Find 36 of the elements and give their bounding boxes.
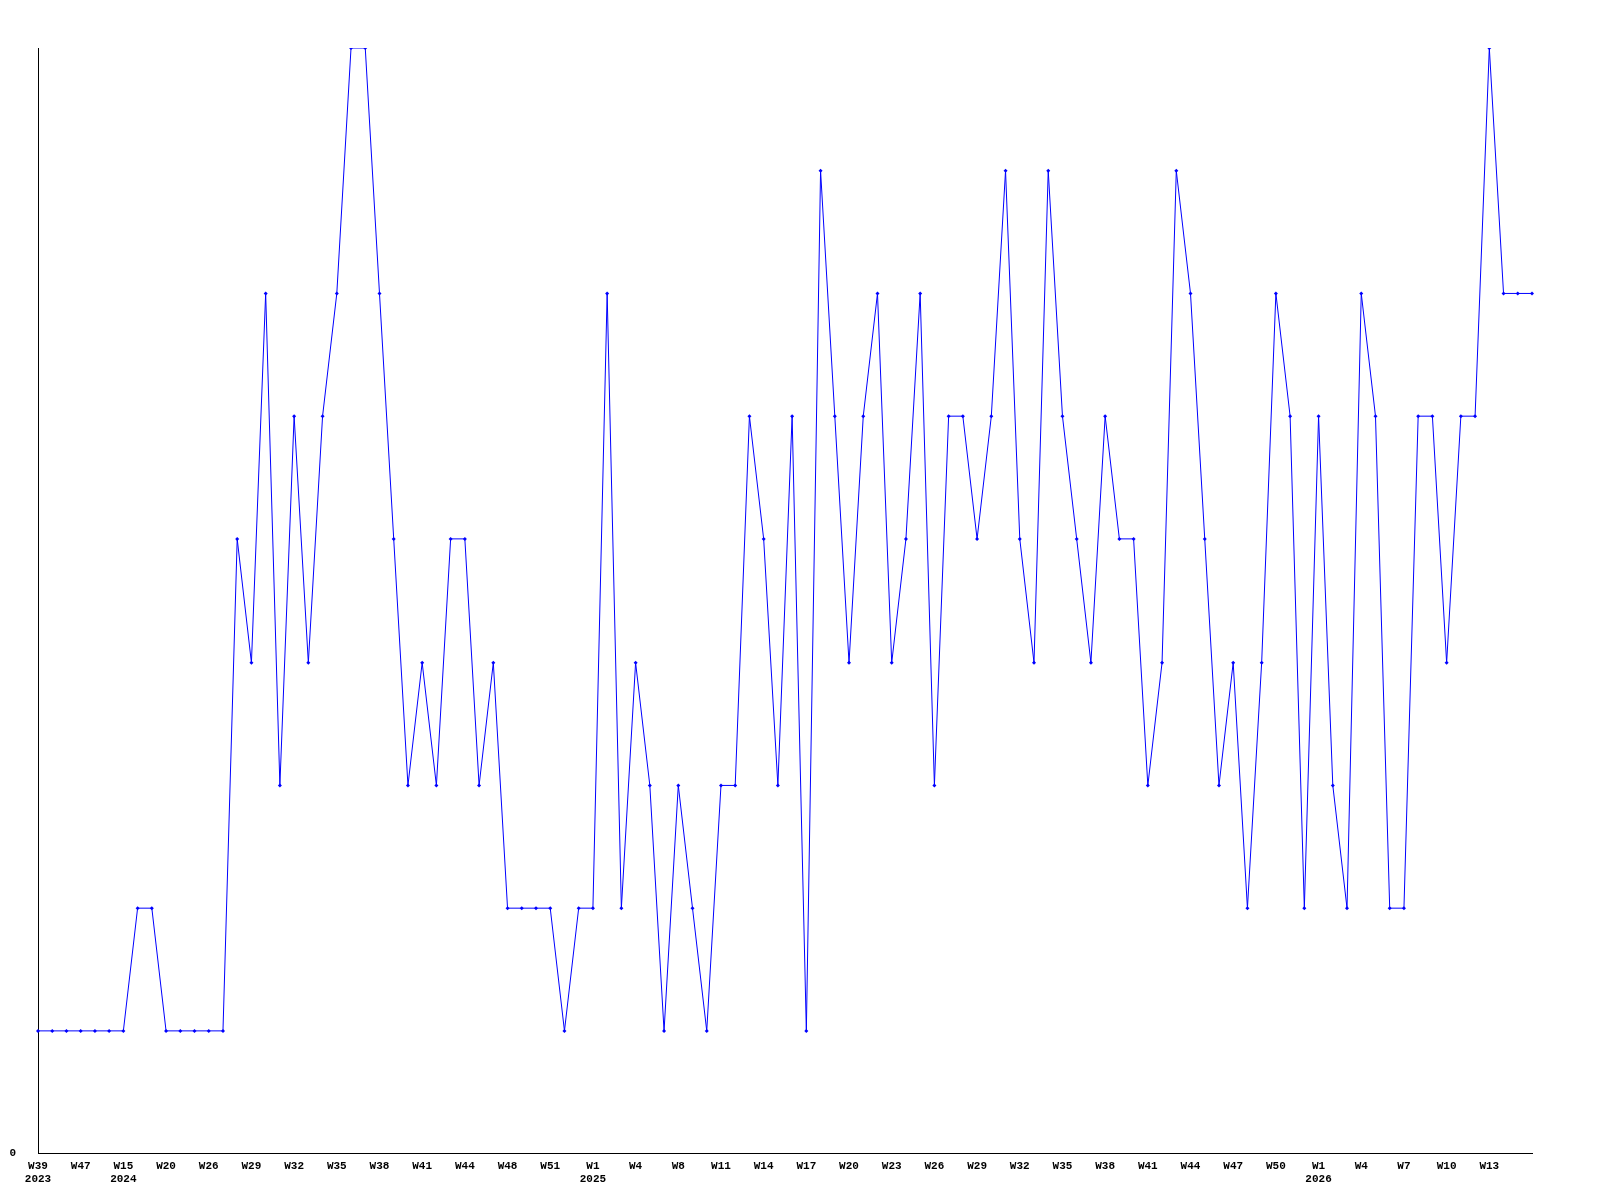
- x-tick-label: W17: [796, 1159, 817, 1172]
- x-tick-label: W39 2023: [24, 1159, 52, 1186]
- x-tick-label: W29: [241, 1159, 262, 1172]
- x-tick-label: W10: [1436, 1159, 1457, 1172]
- x-tick-label: W38: [369, 1159, 390, 1172]
- x-tick-label: W41: [1137, 1159, 1159, 1172]
- x-tick-label: W20: [156, 1159, 176, 1172]
- text: 0: [9, 1147, 16, 1160]
- x-tick-label: W26: [198, 1159, 219, 1172]
- x-tick-label: W14: [753, 1159, 774, 1172]
- x-tick-label: W35: [326, 1159, 348, 1172]
- x-tick-label: W38: [1095, 1159, 1116, 1172]
- x-tick-label: W47: [70, 1159, 91, 1172]
- x-tick-label: W47: [1223, 1159, 1244, 1172]
- x-tick-label: W35: [1052, 1159, 1073, 1172]
- x-tick-label: W32: [284, 1159, 305, 1172]
- x-tick-label: W26: [924, 1159, 945, 1172]
- x-tick-label: W50: [1265, 1159, 1286, 1172]
- x-tick-label: W11: [711, 1159, 732, 1172]
- x-tick-label: W23: [881, 1159, 903, 1172]
- x-tick-label: W4: [629, 1159, 643, 1172]
- x-tick-label: W48: [497, 1159, 518, 1172]
- x-tick-label: W20: [839, 1159, 859, 1172]
- x-tick-label: W29: [967, 1159, 987, 1172]
- x-tick-label: W44: [454, 1159, 476, 1172]
- x-tick-label: W1 2026: [1305, 1159, 1332, 1186]
- x-tick-label: W8: [671, 1159, 686, 1172]
- x-tick-label: W32: [1009, 1159, 1030, 1172]
- x-tick-label: W44: [1180, 1159, 1201, 1172]
- x-tick-label: W13: [1479, 1159, 1500, 1172]
- x-tick-label: W7: [1397, 1159, 1411, 1172]
- x-tick-label: W4: [1354, 1159, 1369, 1172]
- x-tick-label: W1 2025: [579, 1159, 607, 1186]
- x-tick-label: W15 2024: [110, 1159, 137, 1186]
- x-tick-label: W51: [540, 1159, 561, 1172]
- x-tick-label: W41: [412, 1159, 433, 1172]
